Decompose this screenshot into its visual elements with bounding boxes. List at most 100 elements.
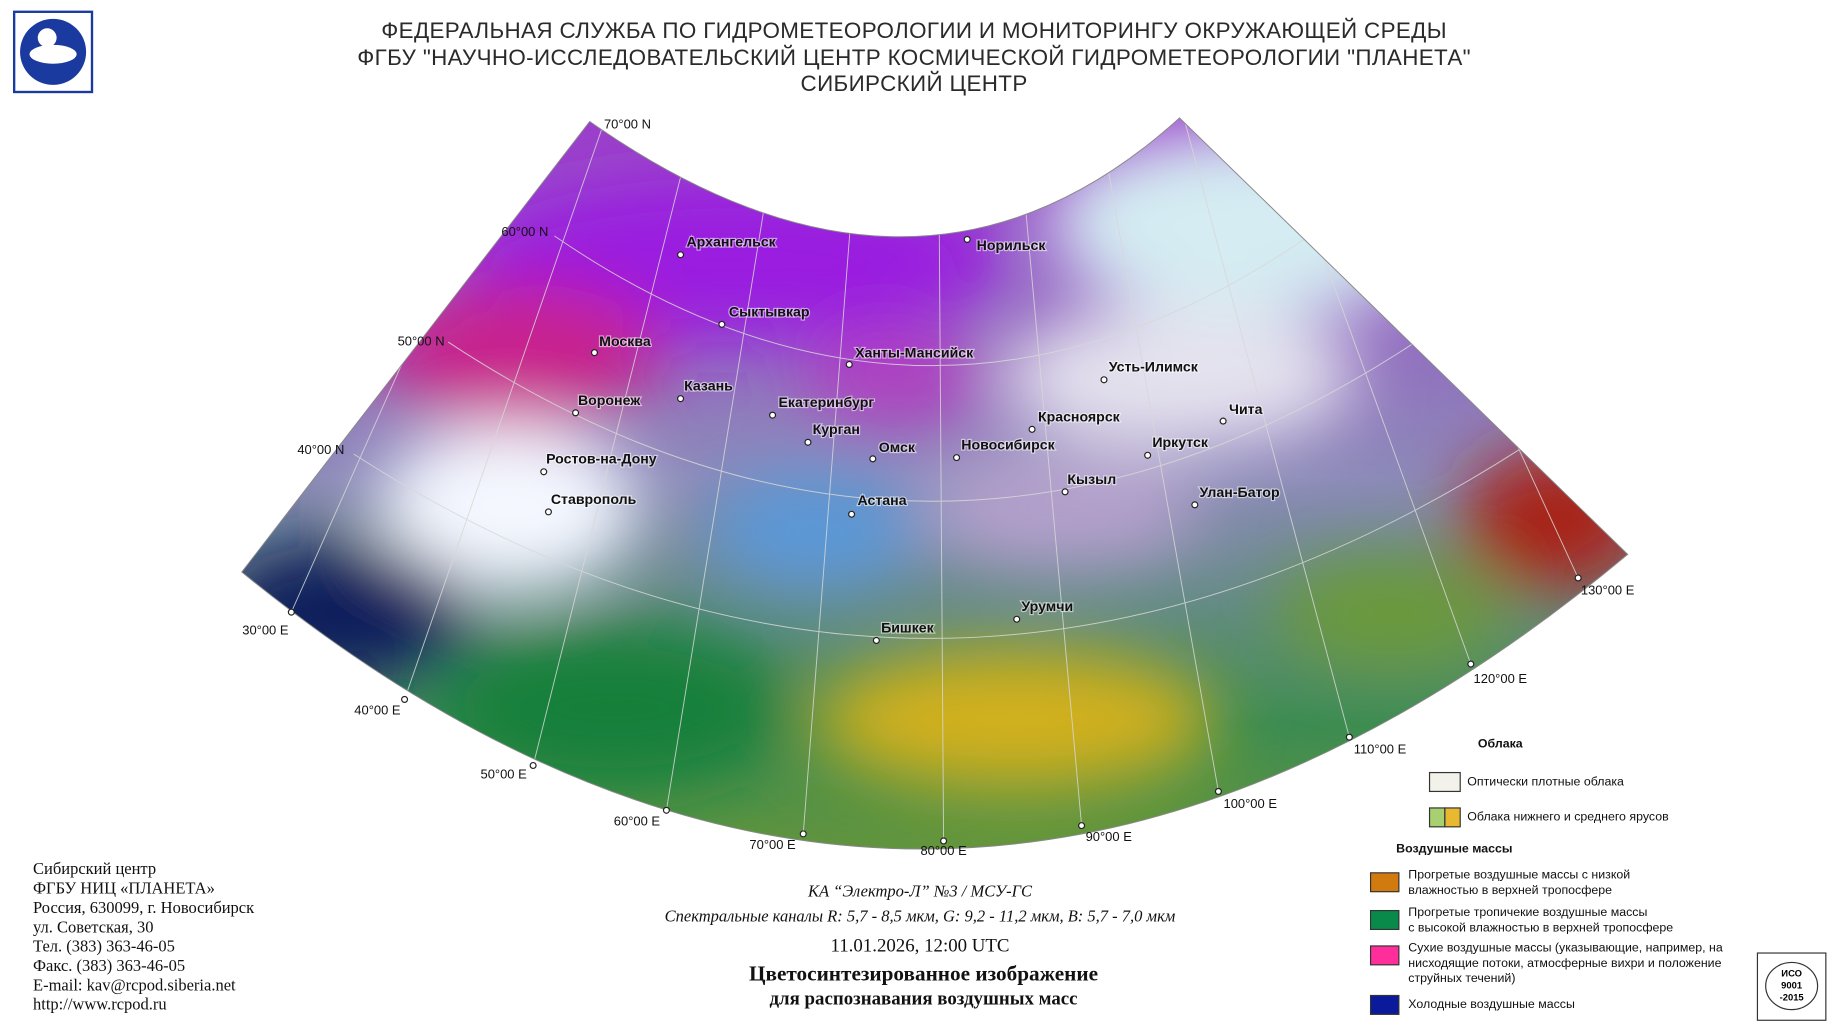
longitude-dot — [401, 695, 409, 703]
city-dot — [540, 468, 548, 476]
legend-swatch — [1369, 909, 1400, 931]
header-line: СИБИРСКИЙ ЦЕНТР — [801, 71, 1028, 96]
contact-line: ул. Советская, 30 — [33, 917, 153, 936]
city-dot — [953, 454, 961, 462]
longitude-dot — [1467, 660, 1475, 668]
city-dot — [869, 455, 877, 463]
city-label: Ставрополь — [551, 491, 637, 507]
city-dot — [845, 360, 853, 368]
certificate-text: -2015 — [1780, 991, 1804, 1002]
contact-line: E-mail: kav@rcpod.siberia.net — [33, 975, 236, 994]
longitude-label: 90°00 E — [1086, 829, 1133, 844]
city-label: Урумчи — [1021, 598, 1073, 614]
contact-line: Сибирский центр — [33, 859, 156, 878]
longitude-label: 60°00 E — [614, 814, 661, 829]
longitude-dot — [1345, 733, 1353, 741]
city-dot — [1061, 488, 1069, 496]
legend-label: Прогретые воздушные массы с низкой — [1408, 867, 1630, 881]
city-dot — [848, 510, 856, 518]
legend-swatch — [1369, 994, 1400, 1015]
longitude-label: 110°00 E — [1354, 742, 1407, 757]
caption-datetime: 11.01.2026, 12:00 UTC — [831, 935, 1010, 956]
longitude-label: 100°00 E — [1223, 796, 1277, 811]
city-label: Астана — [857, 492, 906, 508]
longitude-dot — [529, 761, 537, 770]
header-line: ФГБУ "НАУЧНО-ИССЛЕДОВАТЕЛЬСКИЙ ЦЕНТР КОС… — [357, 45, 1471, 70]
contact-line: Факс. (383) 363-46-05 — [33, 956, 185, 975]
city-label: Екатеринбург — [778, 394, 874, 410]
city-dot — [1219, 417, 1227, 425]
city-dot — [1144, 451, 1152, 459]
legend-label: Оптически плотные облака — [1467, 774, 1624, 788]
longitude-dot — [662, 806, 670, 814]
contact-line: ФГБУ НИЦ «ПЛАНЕТА» — [33, 879, 215, 898]
city-label: Усть-Илимск — [1109, 359, 1199, 375]
city-dot — [804, 438, 812, 446]
legend-label: струйных течений) — [1408, 971, 1515, 985]
city-dot — [677, 395, 685, 403]
city-dot — [963, 235, 971, 243]
city-label: Омск — [879, 439, 916, 455]
city-dot — [872, 636, 880, 644]
city-label: Чита — [1229, 401, 1263, 417]
legend-label: Прогретые тропичекие воздушные массы — [1408, 905, 1647, 919]
latitude-labels: 70°00 N 60°00 N 50°00 N 40°00 N — [297, 116, 651, 457]
city-label: Новосибирск — [961, 437, 1055, 453]
longitude-label: 80°00 E — [920, 843, 967, 858]
contact-line: Россия, 630099, г. Новосибирск — [33, 898, 255, 917]
latitude-label: 50°00 N — [398, 333, 445, 348]
legend-label: с высокой влажностью в верхней тропосфер… — [1408, 921, 1673, 935]
caption-channels: Спектральные каналы R: 5,7 - 8,5 мкм, G:… — [665, 906, 1176, 925]
city-dot — [1013, 615, 1021, 623]
legend-swatch — [1369, 872, 1400, 893]
legend-title: Облака — [1478, 737, 1523, 751]
legend-label: нисходящие потоки, атмосферные вихри и п… — [1408, 956, 1721, 970]
latitude-label: 60°00 N — [501, 224, 548, 239]
map-frame — [241, 117, 1629, 850]
longitude-label: 70°00 E — [749, 837, 796, 852]
legend-swatch — [1369, 945, 1400, 966]
certificate-text: ИСО — [1781, 968, 1802, 979]
city-label: Сыктывкар — [729, 303, 810, 319]
certificate-text: 9001 — [1781, 980, 1802, 991]
certificate-badge: ИСО 9001 -2015 — [1756, 952, 1827, 1021]
longitude-label: 30°00 E — [242, 622, 289, 637]
longitude-dot — [799, 830, 807, 838]
longitude-label: 130°00 E — [1581, 582, 1635, 597]
city-dot — [769, 411, 777, 419]
contact-line: Тел. (383) 363-46-05 — [33, 937, 175, 956]
legend-swatch — [1428, 807, 1446, 828]
city-dot — [677, 251, 685, 259]
longitude-dot — [1078, 822, 1086, 830]
city-dot — [1100, 376, 1108, 384]
contact-line: http://www.rcpod.ru — [33, 995, 167, 1014]
city-label: Улан-Батор — [1200, 484, 1280, 500]
legend-title: Воздушные массы — [1396, 841, 1512, 855]
caption: КА “Электро-Л” №3 / МСУ-ГС Спектральные … — [665, 882, 1176, 1010]
air-mass-labels: Прогретые воздушные массы с низкой влажно… — [1408, 867, 1723, 1011]
header-line: ФЕДЕРАЛЬНАЯ СЛУЖБА ПО ГИДРОМЕТЕОРОЛОГИИ … — [381, 18, 1447, 43]
city-dot — [1191, 501, 1199, 509]
city-label: Воронеж — [578, 392, 641, 408]
cities: Архангельск Норильск Сыктывкар Москва Ханты-… — [540, 233, 1281, 644]
longitude-dot — [940, 837, 948, 845]
longitude-dot — [287, 608, 295, 616]
city-label: Москва — [599, 333, 651, 349]
latitude-label: 70°00 N — [604, 116, 651, 131]
city-label: Архангельск — [686, 234, 776, 250]
longitude-label: 120°00 E — [1474, 671, 1528, 686]
longitude-labels: 30°00 E 40°00 E 50°00 E 60°00 E 70°00 E 80°00… — [242, 574, 1635, 858]
city-dot — [572, 409, 580, 417]
legend-label: Облака нижнего и среднего ярусов — [1467, 810, 1669, 824]
longitude-dot — [1214, 787, 1222, 795]
longitude-label: 50°00 E — [480, 766, 527, 781]
latitude-label: 40°00 N — [297, 442, 344, 457]
legend-label: Сухие воздушные массы (указывающие, напр… — [1408, 941, 1723, 955]
city-label: Норильск — [977, 237, 1047, 253]
city-label: Бишкек — [881, 619, 935, 635]
legend-swatch — [1428, 771, 1461, 793]
